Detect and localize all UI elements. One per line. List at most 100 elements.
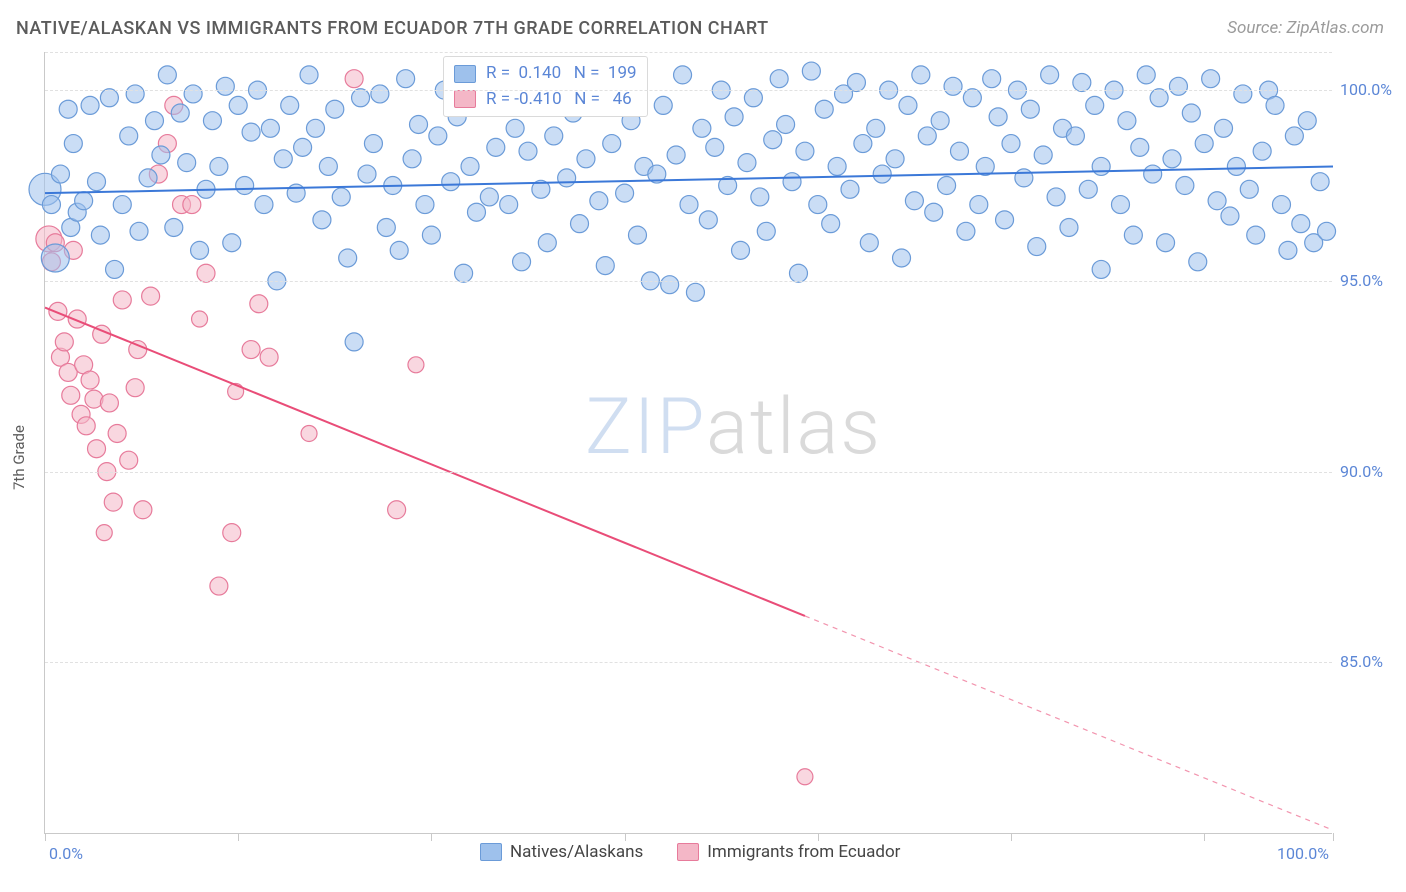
data-point-a [1137,66,1155,84]
data-point-a [1292,215,1310,233]
data-point-a [628,226,646,244]
data-point-a [1157,234,1175,252]
data-point-a [590,192,608,210]
legend-swatch [454,65,476,83]
data-point-a [152,146,170,164]
legend-label: Immigrants from Ecuador [707,842,900,862]
data-point-a [403,150,421,168]
data-point-a [64,135,82,153]
data-point-a [184,85,202,103]
data-point-a [957,222,975,240]
data-point-a [1041,66,1059,84]
data-point-a [596,257,614,275]
data-point-a [191,241,209,259]
gridline [45,90,1332,91]
data-point-a [1144,165,1162,183]
data-point-a [699,211,717,229]
data-point-a [397,70,415,88]
data-point-a [1266,96,1284,114]
data-point-a [1169,77,1187,95]
data-point-a [487,138,505,156]
data-point-b [81,371,99,389]
data-point-a [654,96,672,114]
data-point-a [1092,157,1110,175]
data-point-a [931,112,949,130]
x-tick-label: 100.0% [1277,844,1329,863]
data-point-b [126,379,144,397]
y-tick-label: 90.0% [1340,462,1406,481]
data-point-a [1002,135,1020,153]
data-point-a [126,85,144,103]
data-point-a [1028,238,1046,256]
data-point-a [925,203,943,221]
data-point-a [300,66,318,84]
data-point-a [223,234,241,252]
data-point-a [390,241,408,259]
y-tick-label: 100.0% [1340,80,1406,99]
data-point-a [1298,112,1316,130]
data-point-a [416,196,434,214]
data-point-a [88,173,106,191]
data-point-a [996,211,1014,229]
x-tick [818,833,819,841]
y-tick-label: 95.0% [1340,271,1406,290]
data-point-a [1079,180,1097,198]
data-point-a [706,138,724,156]
data-point-a [455,264,473,282]
data-point-b [197,264,215,282]
data-point-a [145,112,163,130]
data-point-a [41,244,69,272]
data-point-a [558,169,576,187]
legend-item: Natives/Alaskans [480,842,643,862]
data-point-a [1060,218,1078,236]
data-point-a [944,77,962,95]
data-point-a [371,85,389,103]
trendline-b-dashed [805,616,1333,830]
data-point-a [171,104,189,122]
data-point-a [429,127,447,145]
data-point-a [802,62,820,80]
x-tick [1204,833,1205,841]
data-point-a [165,218,183,236]
data-point-b [62,386,80,404]
data-point-a [461,157,479,175]
data-point-a [345,333,363,351]
data-point-b [49,302,67,320]
data-point-a [59,100,77,118]
data-point-a [139,169,157,187]
data-point-b [142,287,160,305]
data-point-a [274,150,292,168]
data-point-a [1015,169,1033,187]
y-tick-label: 85.0% [1340,652,1406,671]
data-point-a [319,157,337,175]
data-point-a [918,127,936,145]
data-point-a [809,196,827,214]
data-point-a [1131,138,1149,156]
data-point-a [1086,96,1104,114]
x-tick [625,833,626,841]
data-point-a [158,66,176,84]
data-point-a [229,96,247,114]
data-point-a [616,184,634,202]
data-point-a [751,188,769,206]
data-point-b [210,577,228,595]
data-point-a [1253,142,1271,160]
data-point-a [1111,196,1129,214]
gridline [45,662,1332,663]
data-point-a [81,96,99,114]
data-point-a [1221,207,1239,225]
data-point-a [661,276,679,294]
data-point-a [1279,241,1297,259]
data-point-a [1182,104,1200,122]
data-point-b [96,525,112,541]
legend-swatch [454,90,476,108]
data-point-a [674,66,692,84]
data-point-a [1073,74,1091,92]
data-point-a [216,77,234,95]
data-point-a [1034,146,1052,164]
data-point-a [364,135,382,153]
data-point-a [571,215,589,233]
data-point-a [480,188,498,206]
x-tick [1333,833,1334,841]
data-point-a [261,119,279,137]
